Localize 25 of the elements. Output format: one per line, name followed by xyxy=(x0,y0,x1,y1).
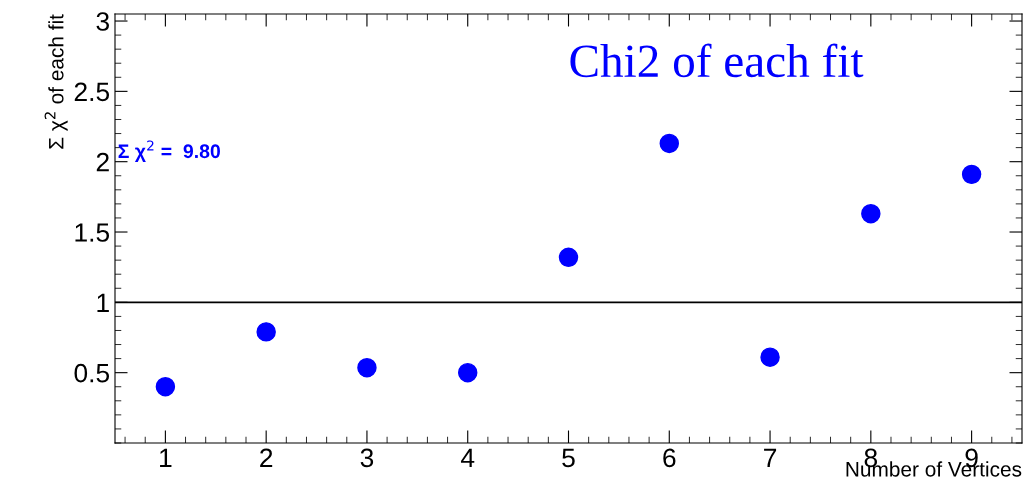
x-tick-label: 7 xyxy=(764,448,777,467)
y-tick-label: 3 xyxy=(96,12,109,31)
x-tick-label: 3 xyxy=(360,448,374,468)
point xyxy=(558,247,579,268)
y-tick-label: 0.5 xyxy=(74,363,110,383)
y-tick-label: 1.5 xyxy=(75,223,110,242)
annotation: Σ χ$^{2}$ = 9.80 xyxy=(118,140,220,162)
chart-title: Chi2 of each fit xyxy=(570,43,864,78)
x-tick-label: 1 xyxy=(160,448,172,467)
point xyxy=(760,347,780,367)
y-tick-label: 2 xyxy=(96,152,109,172)
point xyxy=(861,204,881,224)
x-tick-label: 5 xyxy=(562,448,575,468)
x-tick-label: 6 xyxy=(663,448,676,468)
x-tick-label: 2 xyxy=(260,448,273,467)
point xyxy=(256,322,276,342)
point xyxy=(659,133,680,154)
point xyxy=(357,358,377,378)
y-tick-label: 1 xyxy=(97,293,109,312)
point xyxy=(155,377,176,397)
x-tick-label: 4 xyxy=(460,448,475,467)
point xyxy=(961,164,982,185)
point xyxy=(457,362,478,383)
y-tick-label: 2.5 xyxy=(74,82,110,102)
y-axis-title: Σ χ$^{2}$ of each fit xyxy=(44,14,68,149)
